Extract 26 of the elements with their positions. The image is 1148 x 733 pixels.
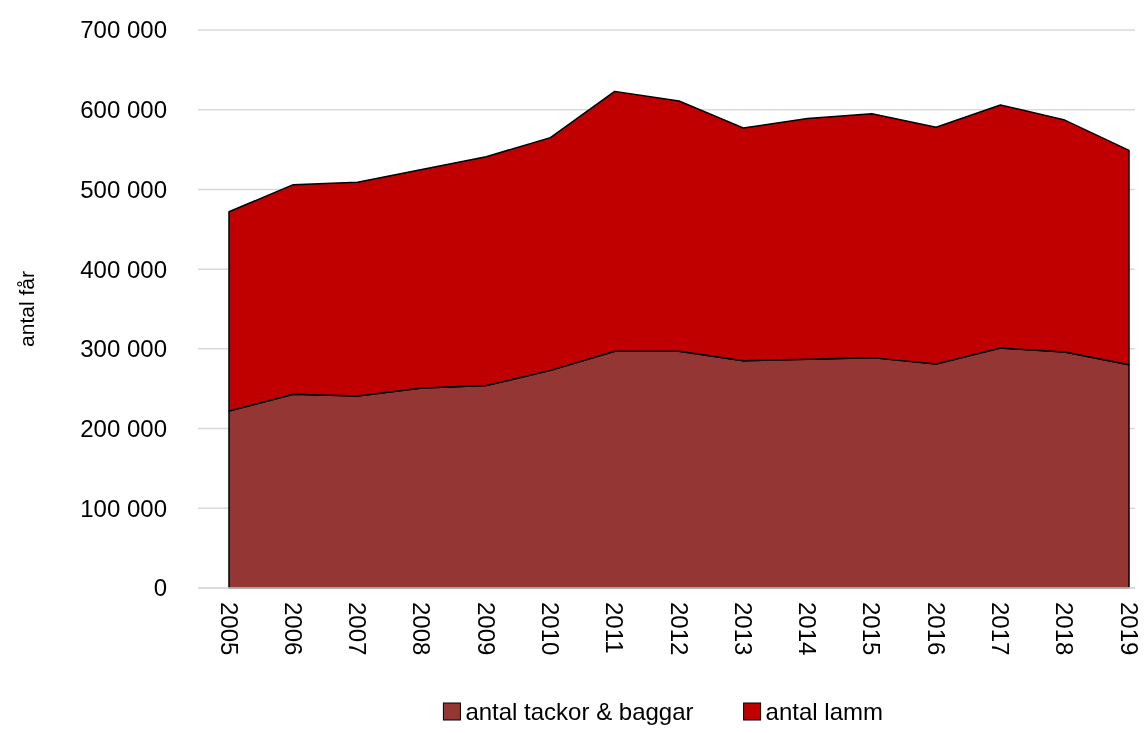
y-tick-label: 400 000 bbox=[80, 255, 167, 283]
x-tick-label: 2008 bbox=[408, 602, 436, 656]
y-tick-label: 200 000 bbox=[80, 414, 167, 442]
x-tick-label: 2011 bbox=[601, 602, 629, 654]
x-tick-label: 2014 bbox=[794, 602, 822, 656]
x-tick-label: 2018 bbox=[1051, 602, 1079, 656]
y-tick-label: 700 000 bbox=[80, 16, 167, 44]
x-tick-label: 2012 bbox=[665, 602, 693, 656]
x-tick-label: 2007 bbox=[344, 602, 372, 656]
x-tick-label: 2005 bbox=[215, 602, 243, 656]
y-tick-label: 500 000 bbox=[80, 175, 167, 203]
x-tick-label: 2015 bbox=[858, 602, 886, 656]
y-tick-label: 600 000 bbox=[80, 96, 167, 124]
legend-label: antal tackor & baggar bbox=[465, 698, 694, 726]
x-tick-label: 2019 bbox=[1115, 602, 1143, 656]
y-tick-label: 100 000 bbox=[80, 494, 167, 522]
y-axis-title: antal får bbox=[15, 271, 38, 347]
x-tick-label: 2009 bbox=[472, 602, 500, 656]
x-tick-label: 2010 bbox=[537, 602, 565, 656]
x-tick-label: 2013 bbox=[729, 602, 757, 656]
y-tick-label: 300 000 bbox=[80, 335, 167, 363]
legend-label: antal lamm bbox=[765, 698, 883, 726]
x-tick-label: 2016 bbox=[922, 602, 950, 656]
y-tick-label: 0 bbox=[153, 574, 167, 602]
x-tick-label: 2017 bbox=[987, 602, 1015, 656]
x-tick-label: 2006 bbox=[279, 602, 307, 656]
